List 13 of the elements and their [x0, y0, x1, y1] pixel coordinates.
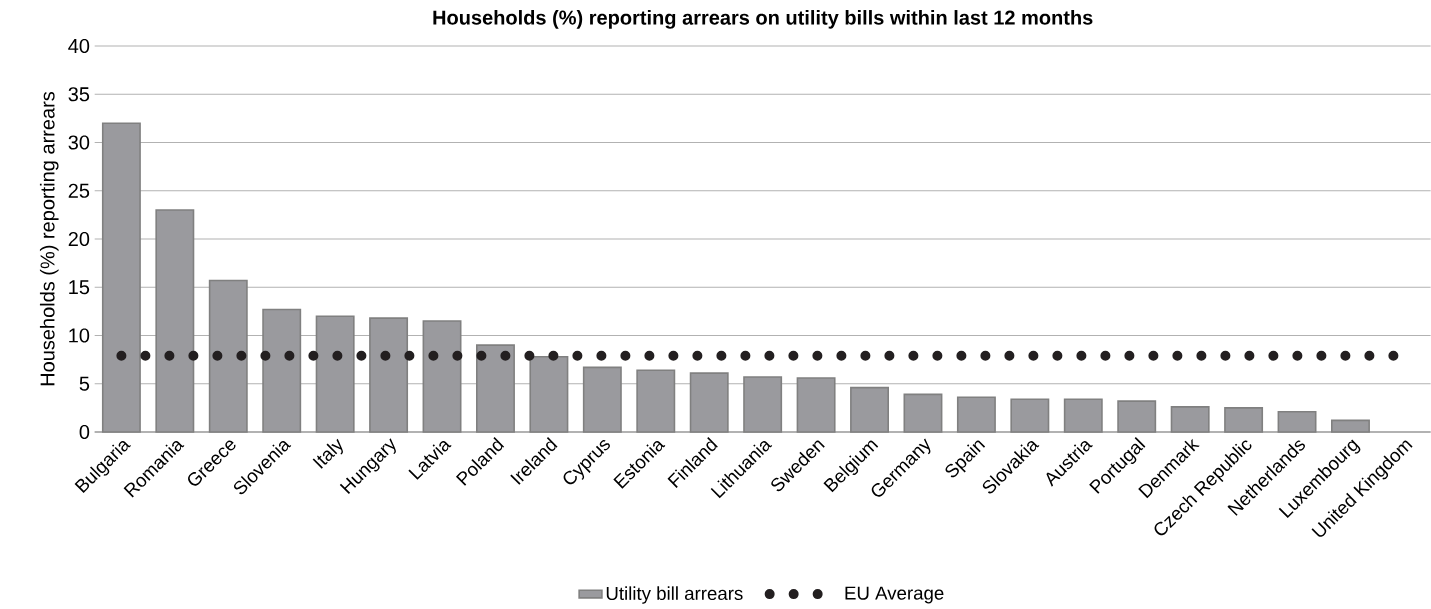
legend-label: EU Average — [845, 586, 944, 604]
y-tick-label: 25 — [68, 183, 90, 198]
y-tick-label: 15 — [69, 280, 90, 295]
y-tick-label: 0 — [79, 424, 90, 440]
legend-label: Utility bill arrears — [606, 586, 743, 604]
y-axis-title: Households (%) reporting arrears — [39, 91, 59, 386]
y-tick-label: 10 — [69, 328, 90, 343]
y-tick-label: 30 — [68, 135, 90, 150]
y-tick-label: 35 — [68, 87, 90, 102]
y-tick-label: 20 — [68, 231, 90, 247]
chart-title: Households (%) reporting arrears on utility bills within last 12 months — [433, 10, 1093, 29]
y-tick-label: 5 — [79, 376, 90, 391]
y-tick-label: 40 — [68, 38, 90, 54]
